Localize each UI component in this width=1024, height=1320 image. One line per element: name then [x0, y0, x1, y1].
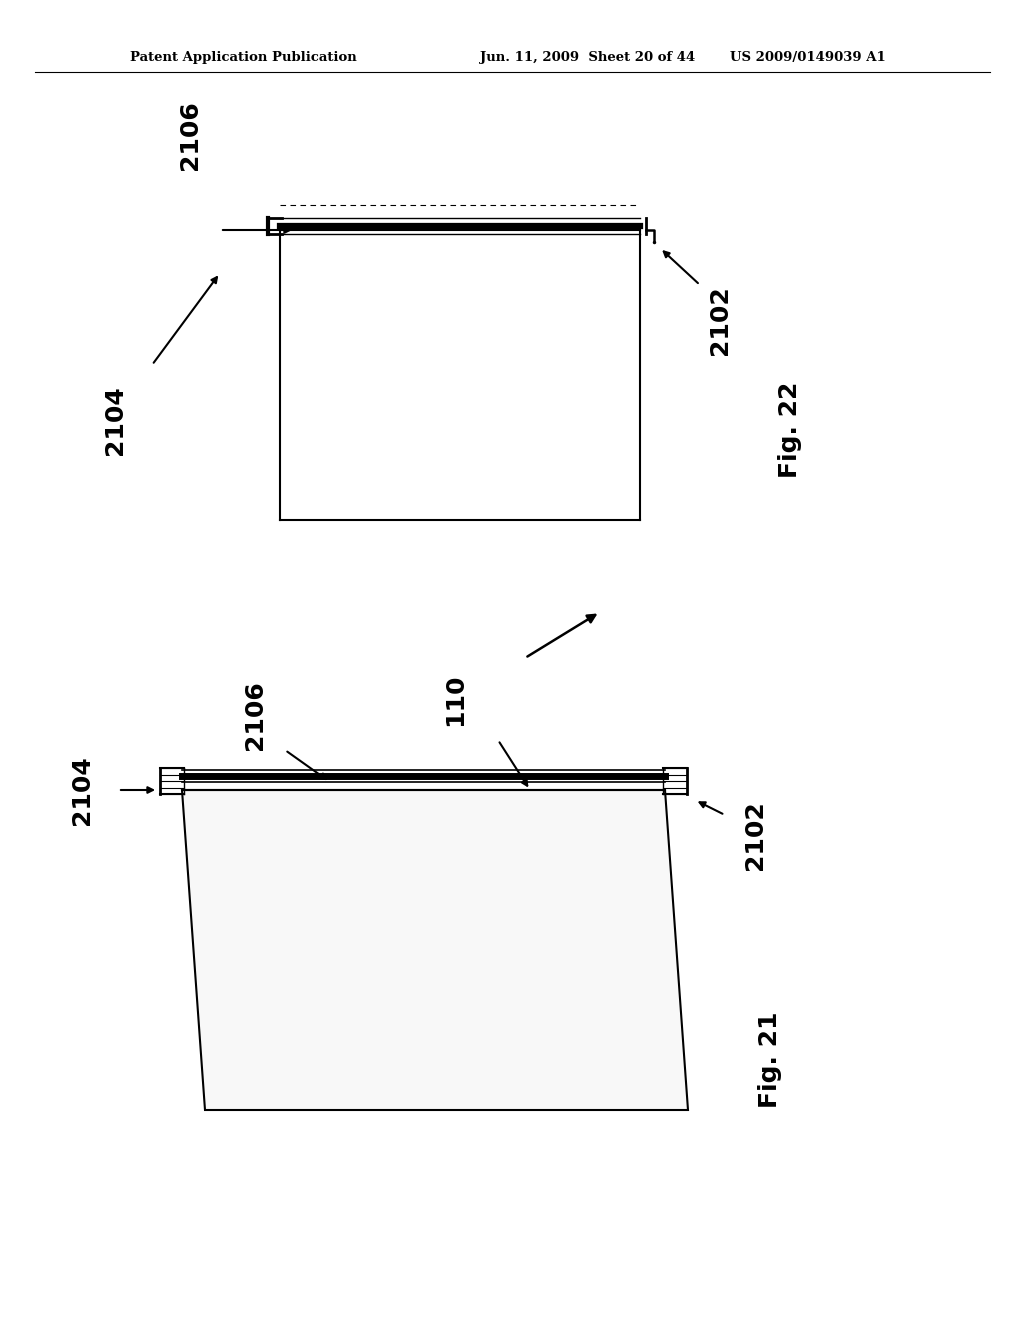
Text: 2102: 2102: [708, 285, 732, 355]
Text: Fig. 22: Fig. 22: [778, 381, 802, 478]
Text: 2106: 2106: [243, 680, 267, 750]
Text: US 2009/0149039 A1: US 2009/0149039 A1: [730, 51, 886, 65]
Polygon shape: [182, 789, 688, 1110]
Text: 2102: 2102: [743, 800, 767, 870]
Text: 2106: 2106: [178, 100, 202, 170]
Text: 110: 110: [443, 673, 467, 726]
Text: 2104: 2104: [70, 755, 94, 825]
Text: Fig. 21: Fig. 21: [758, 1011, 782, 1109]
Text: Jun. 11, 2009  Sheet 20 of 44: Jun. 11, 2009 Sheet 20 of 44: [480, 51, 695, 65]
Text: 2104: 2104: [103, 385, 127, 455]
Text: Patent Application Publication: Patent Application Publication: [130, 51, 356, 65]
